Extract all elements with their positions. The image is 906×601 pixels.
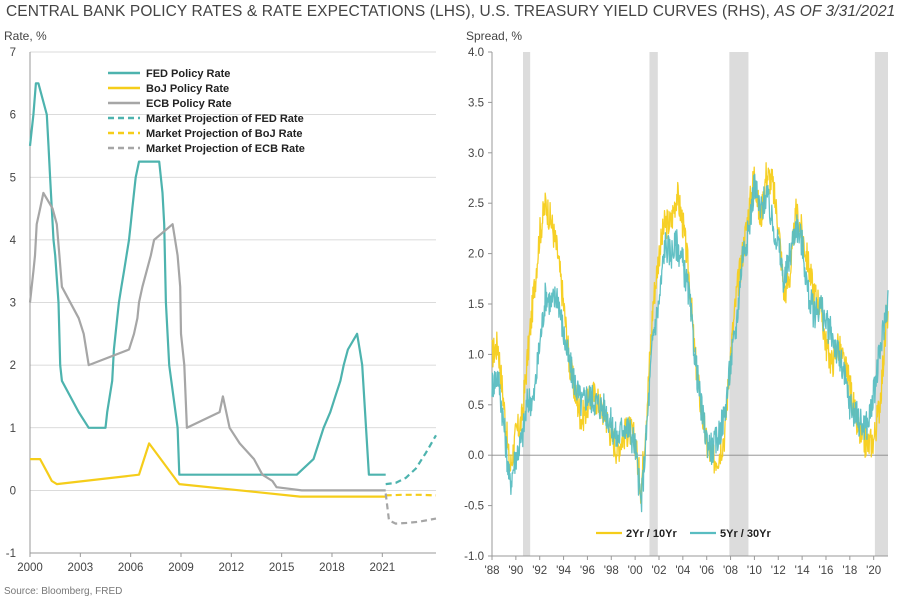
lhs-x-tick-label: 2003 [68,562,94,574]
lhs-policy-rate-chart: -1 0 1 2 3 4 5 6 7 2000 2003 2006 2009 2012 2015 2018 20… [6,47,437,574]
lhs-y-tick-label: 1 [10,423,16,435]
rhs-y-tick-label: 3.0 [468,148,484,160]
rhs-y-tick-label: 2.0 [468,249,484,261]
rhs-y-tick-label: 4.0 [468,47,484,59]
rhs-x-tick-label: '00 [628,565,643,577]
source-note: Source: Bloomberg, FRED [4,586,123,597]
rhs-y-tick-label: 1.0 [468,349,484,361]
lhs-y-tick-label: 6 [10,110,16,122]
lhs-x-tick-label: 2012 [219,562,245,574]
rhs-x-tick-label: '12 [771,565,786,577]
rhs-yield-curve-chart: -1.0 -0.5 0.0 0.5 1.0 1.5 2.0 2.5 3.0 3.5 4.0 '88 '9… [464,47,889,577]
rhs-y-axis-label: Spread, % [466,29,522,43]
lhs-y-axis-label: Rate, % [4,29,47,43]
rhs-series-5yr-30yr [491,173,889,513]
lhs-series-market-projection-of-fed-rate [385,434,437,486]
rhs-x-tick-label: '92 [532,565,547,577]
rhs-legend-label-2yr-10yr: 2Yr / 10Yr [626,528,677,540]
lhs-legend-label-fed-policy-rate: FED Policy Rate [146,68,230,80]
lhs-y-tick-label: 2 [10,360,16,372]
rhs-x-tick-label: '88 [485,565,500,577]
rhs-y-tick-label: -1.0 [464,551,484,563]
lhs-y-tick-label: 0 [10,485,16,497]
lhs-y-tick-label: 7 [10,47,16,59]
lhs-series-ecb-policy-rate [28,191,386,492]
lhs-legend-label-market-projection-of-boj-rate: Market Projection of BoJ Rate [146,128,302,140]
rhs-x-tick-label: '94 [556,565,572,577]
lhs-x-tick-label: 2000 [17,562,43,574]
lhs-series-market-projection-of-boj-rate [385,493,437,497]
lhs-x-tick-label: 2009 [168,562,194,574]
lhs-legend-label-market-projection-of-fed-rate: Market Projection of FED Rate [146,113,304,125]
lhs-legend-label-boj-policy-rate: BoJ Policy Rate [146,83,229,95]
rhs-y-tick-label: 2.5 [468,198,484,210]
lhs-y-tick-label: 3 [10,298,16,310]
rhs-y-tick-label: 0.5 [468,400,484,412]
lhs-x-tick-label: 2015 [269,562,295,574]
lhs-series-fed-policy-rate [28,82,386,476]
lhs-x-tick-label: 2021 [370,562,396,574]
rhs-x-tick-label: '10 [747,565,762,577]
rhs-y-tick-label: 3.5 [468,97,484,109]
rhs-legend-label-5yr-30yr: 5Yr / 30Yr [720,528,771,540]
rhs-x-tick-label: '98 [604,565,619,577]
lhs-series-market-projection-of-ecb-rate [384,493,437,525]
rhs-x-tick-label: '18 [842,565,857,577]
rhs-x-tick-label: '14 [795,565,811,577]
lhs-y-tick-label: 5 [10,172,16,184]
rhs-recession-band [874,52,888,556]
lhs-x-tick-label: 2018 [319,562,345,574]
chart-title-asof: AS OF 3/31/2021 [774,3,896,20]
rhs-x-tick-label: '06 [699,565,714,577]
rhs-recession-band [523,52,531,556]
rhs-x-tick-label: '04 [675,565,691,577]
lhs-x-tick-label: 2006 [118,562,144,574]
rhs-x-tick-label: '20 [866,565,881,577]
rhs-y-tick-label: 0.0 [468,450,484,462]
lhs-legend-label-ecb-policy-rate: ECB Policy Rate [146,98,232,110]
rhs-x-tick-label: '16 [818,565,833,577]
lhs-legend-label-market-projection-of-ecb-rate: Market Projection of ECB Rate [146,143,305,155]
chart-title: CENTRAL BANK POLICY RATES & RATE EXPECTA… [6,3,895,21]
lhs-series-boj-policy-rate [30,442,386,498]
lhs-y-tick-label: 4 [10,235,17,247]
rhs-x-tick-label: '96 [580,565,595,577]
rhs-x-tick-label: '02 [651,565,666,577]
chart-title-main: CENTRAL BANK POLICY RATES & RATE EXPECTA… [6,3,770,20]
rhs-x-tick-label: '90 [508,565,523,577]
rhs-y-tick-label: -0.5 [464,501,484,513]
lhs-y-tick-label: -1 [6,548,16,560]
rhs-y-tick-label: 1.5 [468,299,484,311]
rhs-x-tick-label: '08 [723,565,738,577]
